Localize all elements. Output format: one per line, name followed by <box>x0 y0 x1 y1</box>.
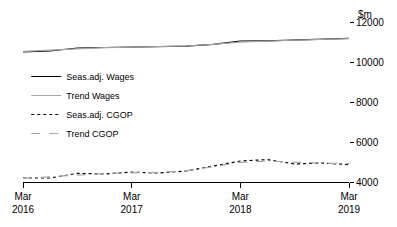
svg-text:Seas.adj. CGOP: Seas.adj. CGOP <box>66 110 133 120</box>
svg-text:Mar2018: Mar2018 <box>229 191 252 215</box>
svg-text:Trend CGOP: Trend CGOP <box>66 129 118 139</box>
svg-text:4000: 4000 <box>356 177 379 188</box>
svg-text:Mar2017: Mar2017 <box>121 191 144 215</box>
svg-text:8000: 8000 <box>356 97 379 108</box>
svg-text:$m: $m <box>358 9 372 20</box>
svg-text:Mar2016: Mar2016 <box>12 191 35 215</box>
svg-text:6000: 6000 <box>356 137 379 148</box>
svg-text:12000: 12000 <box>356 17 384 28</box>
svg-text:Mar2019: Mar2019 <box>338 191 361 215</box>
svg-text:10000: 10000 <box>356 57 384 68</box>
svg-text:Seas.adj. Wages: Seas.adj. Wages <box>66 72 134 82</box>
svg-text:Trend Wages: Trend Wages <box>66 91 120 101</box>
